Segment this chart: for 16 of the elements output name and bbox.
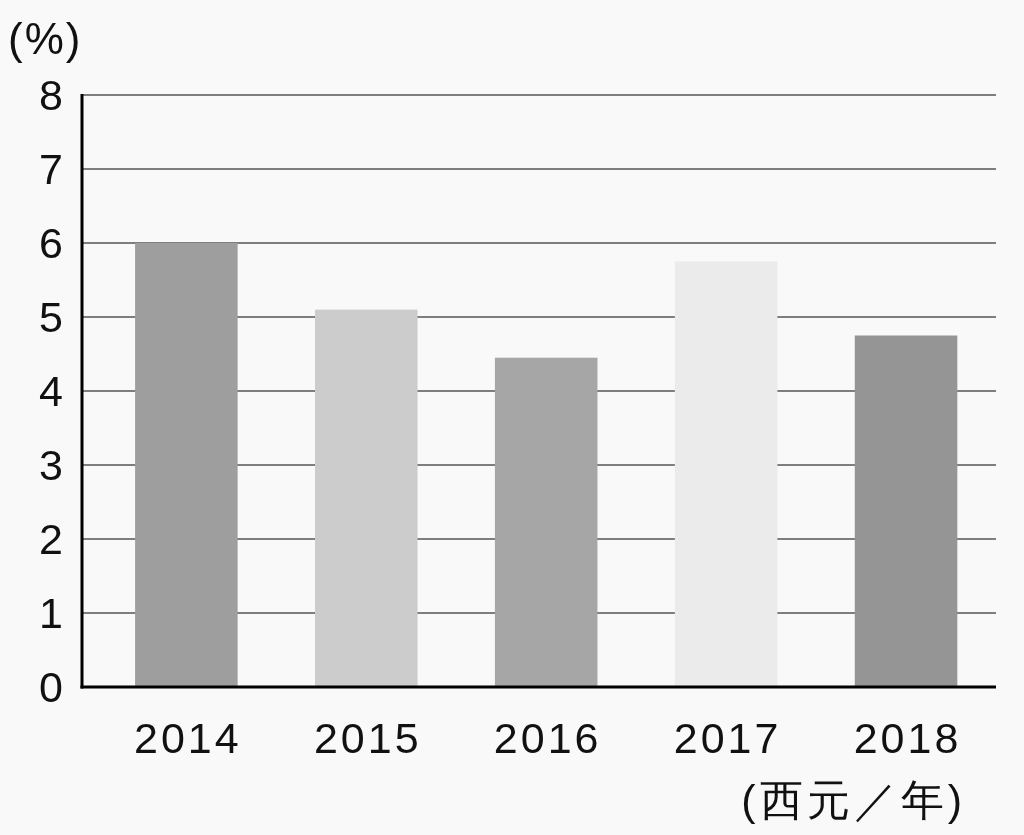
y-tick-label: 3 [39, 441, 63, 489]
y-tick-label: 6 [39, 219, 63, 267]
x-tick-label: 2018 [853, 714, 962, 762]
x-tick-label: 2014 [134, 714, 242, 762]
y-axis-title: (%) [8, 13, 83, 63]
x-tick-label: 2015 [313, 714, 422, 762]
x-tick-label: 2016 [493, 714, 602, 762]
y-tick-label: 4 [39, 367, 63, 415]
y-tick-label: 7 [39, 145, 63, 193]
x-tick-label: 2017 [673, 714, 782, 762]
y-tick-label: 2 [39, 515, 63, 563]
y-tick-label: 8 [39, 71, 63, 119]
y-tick-label: 1 [39, 589, 63, 637]
y-tick-label: 5 [39, 293, 63, 341]
y-tick-label: 0 [39, 663, 63, 711]
x-axis-title: (西元／年) [741, 776, 966, 824]
